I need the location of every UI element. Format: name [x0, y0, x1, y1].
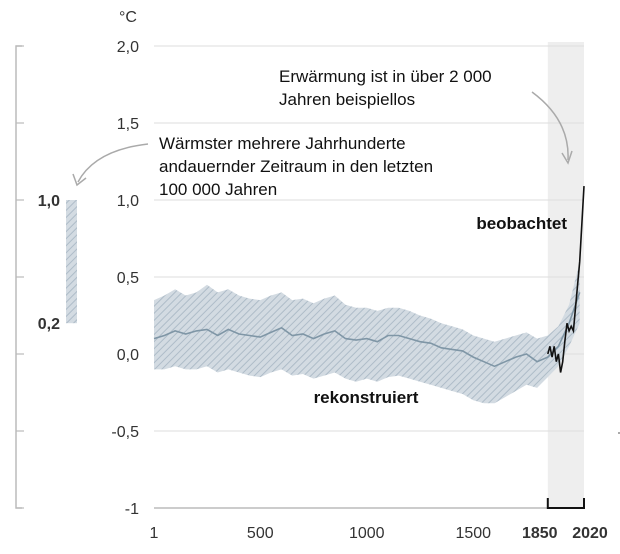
y-tick-label: 0,0: [117, 347, 139, 364]
series-label-reconstructed: rekonstruiert: [314, 388, 419, 407]
side-scale: 1,0 0,2: [15, 45, 77, 509]
annotation-warmest-line-2: andauernder Zeitraum in den letzten: [159, 157, 433, 176]
x-axis-ticks: 1 500 1000 1500 1850 2020: [150, 498, 608, 542]
annotation-warmest-line-3: 100 000 Jahren: [159, 180, 277, 199]
x-tick-label-bold: 1850: [522, 525, 558, 542]
x-tick-label: 1000: [349, 525, 385, 542]
annotation-warmest-line-1: Wärmster mehrere Jahrhunderte: [159, 134, 406, 153]
y-tick-label: 2,0: [117, 39, 139, 56]
x-tick-label: 500: [247, 525, 274, 542]
annotation-unprecedented-line-1: Erwärmung ist in über 2 000: [279, 67, 492, 86]
y-tick-label: -1: [125, 501, 139, 518]
recent-period-bracket: [546, 498, 585, 509]
side-bar-label-bottom: 0,2: [38, 316, 60, 333]
annotation-unprecedented-line-2: Jahren beispiellos: [279, 90, 415, 109]
annotation-arrow-warmest: [77, 143, 149, 183]
annotation-arrowhead-unprecedented: [561, 150, 573, 165]
y-axis-ticks: 2,0 1,5 1,0 0,5 0,0 -0,5 -1: [111, 39, 139, 518]
gridlines: [154, 45, 584, 432]
warmest-period-bar: [66, 200, 77, 324]
x-tick-label: 1500: [455, 525, 491, 542]
y-tick-label: -0,5: [111, 424, 139, 441]
side-bar-label-top: 1,0: [38, 193, 60, 210]
annotation-arrowhead-warmest: [72, 173, 87, 187]
reconstructed-series-line: [153, 292, 581, 368]
y-tick-label: 1,5: [117, 116, 139, 133]
y-tick-label: 0,5: [117, 270, 139, 287]
observed-series-line: [547, 186, 585, 373]
x-tick-label-bold: 2020: [572, 525, 608, 542]
series-label-observed: beobachtet: [476, 214, 567, 233]
y-axis-unit: °C: [119, 9, 137, 26]
y-tick-label: 1,0: [117, 193, 139, 210]
reconstructed-uncertainty-band: [154, 261, 580, 404]
annotation-arrow-unprecedented: [531, 91, 569, 161]
x-tick-label: 1: [150, 525, 159, 542]
